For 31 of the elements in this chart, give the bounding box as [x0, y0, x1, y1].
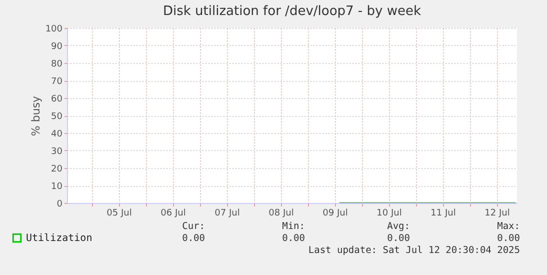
x-tick-label: 07 Jul: [214, 208, 240, 218]
text: Min:: [282, 221, 305, 232]
y-tick-label: 40: [51, 130, 63, 140]
x-tick-label: 12 Jul: [484, 208, 510, 218]
y-tick-label: 30: [51, 147, 63, 157]
y-tick-label: 60: [51, 94, 63, 104]
y-tick-label: 10: [51, 182, 63, 192]
text: 0.00: [387, 233, 410, 244]
text: 0.00: [182, 233, 205, 244]
text: Max:: [497, 221, 520, 232]
x-tick-label: 10 Jul: [376, 208, 402, 218]
y-tick-label: 90: [51, 42, 63, 52]
text: 0.00: [497, 233, 520, 244]
x-tick-label: 11 Jul: [430, 208, 456, 218]
y-tick-label: 50: [51, 112, 63, 122]
y-tick-label: 100: [45, 24, 63, 34]
y-tick-label: 80: [51, 60, 63, 70]
y-tick-label: 70: [51, 77, 63, 87]
text: Avg:: [387, 221, 410, 232]
y-axis-title: % busy: [29, 95, 42, 136]
text: Last update: Sat Jul 12 20:30:04 2025: [308, 245, 520, 256]
text: Cur:: [182, 221, 205, 232]
chart-title: Disk utilization for /dev/loop7 - by week: [163, 4, 422, 19]
x-tick-label: 08 Jul: [268, 208, 294, 218]
legend-label: Utilization: [26, 233, 92, 244]
x-tick-label: 06 Jul: [160, 208, 186, 218]
x-tick-label: 09 Jul: [322, 208, 348, 218]
text: 0.00: [282, 233, 305, 244]
y-tick-label: 0: [56, 200, 63, 210]
y-tick-label: 20: [51, 164, 63, 174]
x-tick-label: 05 Jul: [106, 208, 132, 218]
